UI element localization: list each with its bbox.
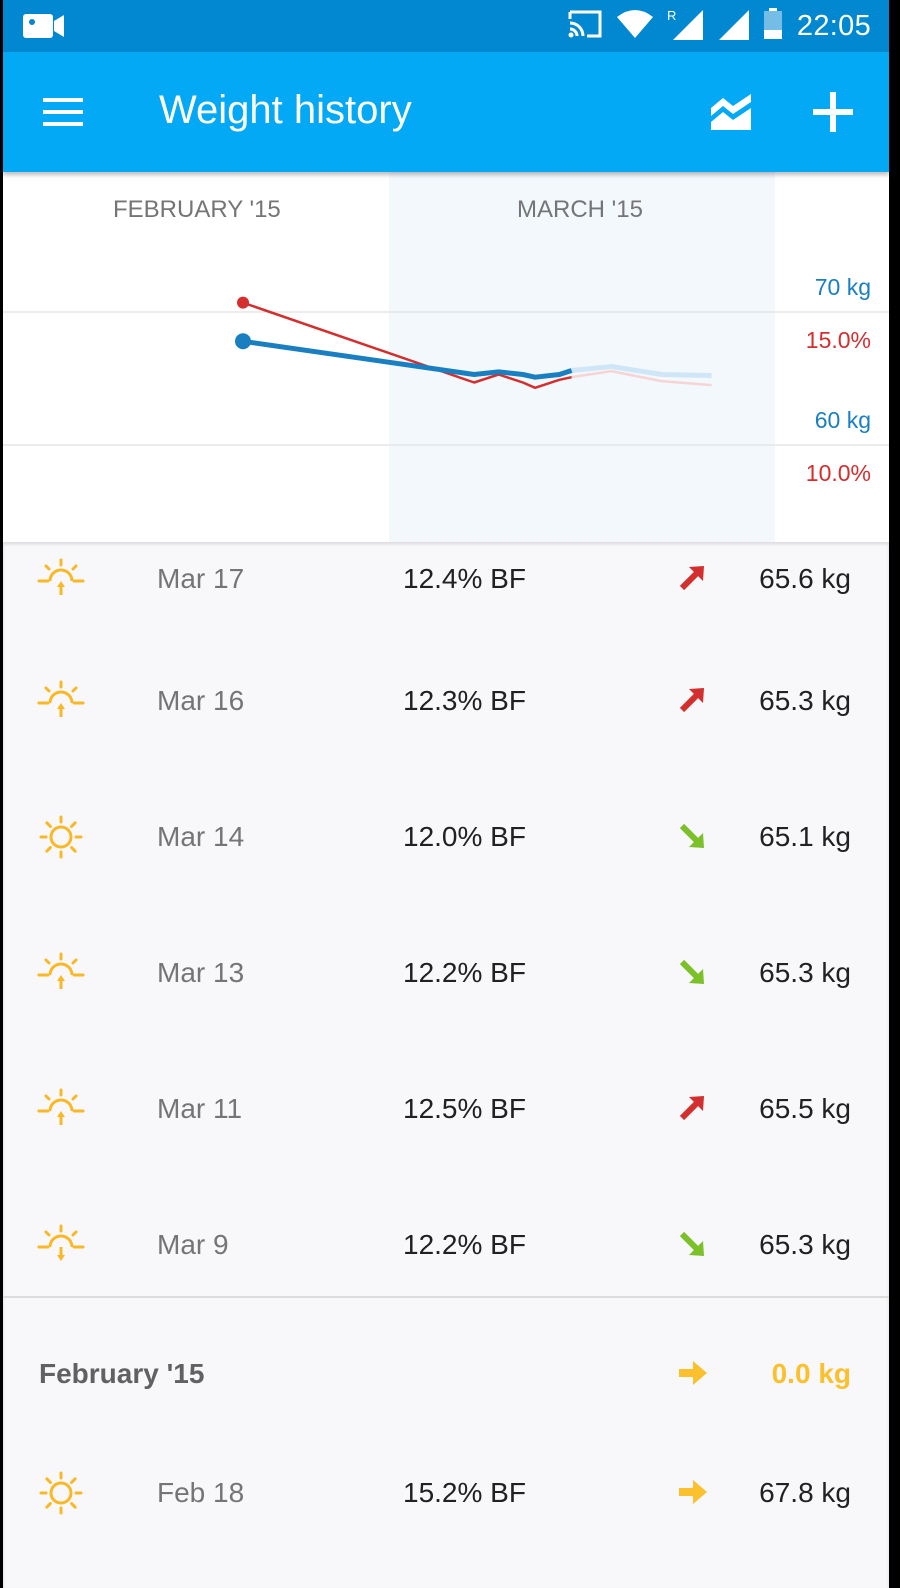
hamburger-menu-icon: [43, 98, 83, 126]
entry-trend: [677, 563, 707, 593]
section-divider: [3, 1296, 889, 1298]
list-item[interactable]: Mar 16 12.3% BF 65.3 kg: [3, 661, 889, 741]
sun-icon: [39, 815, 83, 859]
sunset-icon-slot: [37, 1223, 85, 1267]
bodyfat-projection-line: [571, 369, 712, 387]
entry-body-fat: 12.2% BF: [403, 957, 526, 988]
entry-body-fat: 12.3% BF: [403, 685, 526, 716]
bodyfat-point: [237, 296, 249, 309]
bodyfat-series-line: [242, 301, 572, 390]
entry-body-fat: 12.5% BF: [403, 1093, 526, 1124]
entry-trend: [677, 1477, 707, 1507]
area-chart-icon: [711, 94, 751, 130]
trend-up-icon: [679, 1096, 704, 1121]
sun-icon-slot: [37, 1471, 85, 1515]
trend-down-icon: [679, 959, 704, 984]
trend-down-icon: [679, 823, 704, 848]
trend-flat-icon: [679, 1480, 707, 1504]
wifi-icon: [616, 9, 653, 44]
entry-weight: 65.1 kg: [759, 821, 851, 852]
list-item[interactable]: Mar 11 12.5% BF 65.5 kg: [3, 1069, 889, 1149]
weight-entries-list[interactable]: Mar 17 12.4% BF 65.6 kg Mar 16 12.3% BF …: [3, 542, 889, 1588]
chart-toggle-button[interactable]: [707, 92, 755, 132]
entry-weight: 65.6 kg: [759, 563, 851, 594]
weight-point: [235, 333, 251, 350]
svg-text:R: R: [667, 8, 676, 23]
sunrise-icon: [37, 1088, 85, 1125]
entry-trend: [677, 957, 707, 987]
screen: R 22:05: [3, 0, 889, 1588]
list-item[interactable]: Mar 9 12.2% BF 65.3 kg: [3, 1205, 889, 1285]
signal-icon: [717, 8, 749, 45]
sunrise-icon-slot: [37, 1087, 85, 1131]
entry-weight: 65.3 kg: [759, 1229, 851, 1260]
entry-date: Mar 11: [157, 1093, 243, 1124]
axis-label-kg-high: 70 kg: [814, 274, 871, 300]
weight-series-line: [242, 338, 573, 380]
battery-icon: [763, 7, 783, 45]
status-bar: R 22:05: [3, 0, 889, 52]
page-title: Weight history: [159, 88, 412, 132]
entry-trend: [677, 685, 707, 715]
signal-roaming-icon: R: [667, 8, 703, 45]
axis-label-pct-high: 15.0%: [805, 327, 871, 353]
list-item[interactable]: Feb 18 15.2% BF 67.8 kg: [3, 1453, 889, 1533]
sunrise-icon: [37, 558, 85, 595]
entry-date: Feb 18: [157, 1477, 245, 1508]
axis-label-kg-low: 60 kg: [814, 407, 871, 433]
sunrise-icon-slot: [37, 557, 85, 601]
entry-weight: 65.3 kg: [759, 957, 851, 988]
list-item[interactable]: Mar 13 12.2% BF 65.3 kg: [3, 933, 889, 1013]
cast-icon: [567, 9, 603, 44]
axis-label-pct-low: 10.0%: [805, 460, 871, 486]
entry-date: Mar 9: [157, 1229, 229, 1260]
menu-button[interactable]: [41, 92, 85, 132]
entry-trend: [677, 821, 707, 851]
entry-weight: 67.8 kg: [759, 1477, 851, 1508]
entry-body-fat: 15.2% BF: [403, 1477, 526, 1508]
entry-date: Mar 13: [157, 957, 245, 988]
entry-weight: 65.3 kg: [759, 685, 851, 716]
current-month-highlight: [389, 172, 775, 542]
sun-icon-slot: [37, 815, 85, 859]
list-item[interactable]: Mar 17 12.4% BF 65.6 kg: [3, 539, 889, 619]
sun-icon: [39, 1471, 83, 1515]
entry-body-fat: 12.0% BF: [403, 821, 526, 852]
entry-date: Mar 16: [157, 685, 245, 716]
month-label-february: FEBRUARY '15: [113, 196, 281, 223]
section-title: February '15: [39, 1358, 205, 1389]
section-trend: [677, 1358, 709, 1388]
section-weight-change: 0.0 kg: [771, 1358, 851, 1389]
entry-trend: [677, 1093, 707, 1123]
video-camera-icon: [23, 12, 65, 45]
entry-date: Mar 17: [157, 563, 245, 594]
chart-canvas: [3, 172, 889, 542]
sunset-icon: [37, 1224, 85, 1261]
entry-body-fat: 12.2% BF: [403, 1229, 526, 1260]
month-label-march: MARCH '15: [517, 196, 643, 223]
weight-chart[interactable]: FEBRUARY '15 MARCH '15 70 kg 15.0% 60 kg…: [3, 172, 889, 542]
entry-trend: [677, 1229, 707, 1259]
sunrise-icon: [37, 680, 85, 717]
entry-weight: 65.5 kg: [759, 1093, 851, 1124]
sunrise-icon-slot: [37, 679, 85, 723]
entry-date: Mar 14: [157, 821, 245, 852]
add-entry-button[interactable]: [809, 88, 857, 136]
sunrise-icon-slot: [37, 951, 85, 995]
trend-down-icon: [679, 1231, 704, 1256]
weight-projection-line: [571, 364, 712, 379]
app-bar: Weight history: [3, 52, 889, 172]
trend-up-icon: [679, 566, 704, 591]
clock: 22:05: [796, 9, 871, 42]
plus-icon: [813, 92, 853, 132]
entry-body-fat: 12.4% BF: [403, 563, 526, 594]
list-item[interactable]: Mar 14 12.0% BF 65.1 kg: [3, 797, 889, 877]
trend-flat-icon: [679, 1361, 707, 1385]
month-section-header[interactable]: February '15 0.0 kg: [3, 1340, 889, 1410]
trend-up-icon: [679, 688, 704, 713]
sunrise-icon: [37, 952, 85, 989]
